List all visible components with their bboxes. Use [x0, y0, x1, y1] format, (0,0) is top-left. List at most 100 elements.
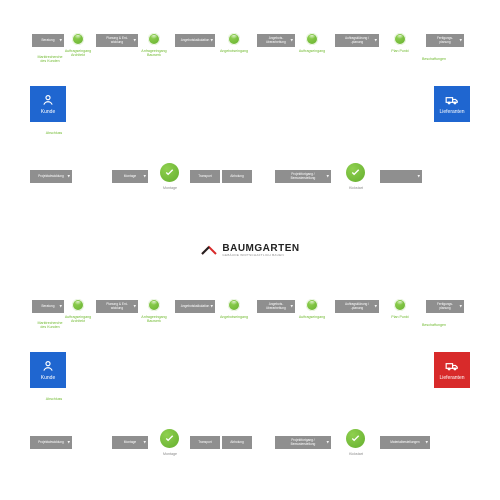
step-label: Projektabwicklung	[38, 441, 64, 444]
milestone-label: Auftragseingang	[292, 316, 332, 320]
milestone-label: Plan Punkt	[380, 316, 420, 320]
check-icon	[346, 163, 365, 182]
step-label: Montage	[124, 441, 136, 444]
step-label: Angebots-überarbeitung	[266, 303, 286, 310]
step-label: Abholung	[230, 175, 243, 178]
chevron-down-icon: ▾	[59, 304, 62, 309]
process-step[interactable]: Projektabwicklung▾	[30, 170, 72, 183]
chevron-down-icon: ▾	[459, 304, 462, 309]
chevron-down-icon: ▾	[67, 174, 70, 179]
check-label: Kickstart	[338, 452, 374, 456]
milestone-label: Angebotseingang	[214, 316, 254, 320]
milestone-dot	[228, 33, 240, 45]
chevron-down-icon: ▾	[290, 38, 293, 43]
step-label: Transport	[198, 175, 212, 178]
step-label: Angebots-überarbeitung	[266, 37, 286, 44]
check-label: Kickstart	[338, 186, 374, 190]
note-label: Abschluss	[34, 398, 74, 402]
chevron-down-icon: ▾	[459, 38, 462, 43]
step-label: Fertigungs-planung	[437, 303, 453, 310]
step-label: Projektfortgang /Bemusterstellung	[291, 173, 316, 180]
process-step[interactable]: Angebotskalkulation▾	[175, 300, 215, 313]
milestone-label: AnfrageeingangBauwerk	[134, 50, 174, 58]
process-step[interactable]: Projektfortgang /Bemusterstellung ▾	[275, 436, 331, 449]
process-step[interactable]: Auftragsklärung /-planung ▾	[335, 34, 379, 47]
process-step[interactable]: Abholung	[222, 436, 252, 449]
milestone-label: Auftragseingang	[292, 50, 332, 54]
lieferanten-box[interactable]: Lieferanten	[434, 352, 470, 388]
step-label: Angebotskalkulation	[181, 305, 210, 308]
step-label: Projektfortgang /Bemusterstellung	[291, 439, 316, 446]
step-label: Abholung	[230, 441, 243, 444]
process-step[interactable]: Planung & Ent-wicklung ▾	[96, 300, 138, 313]
process-step[interactable]: Beratung ▾	[32, 34, 64, 47]
process-step[interactable]: Projektfortgang /Bemusterstellung ▾	[275, 170, 331, 183]
milestone-dot	[306, 299, 318, 311]
chevron-down-icon: ▾	[59, 38, 62, 43]
process-step[interactable]: Materialbestellungen▾	[380, 436, 430, 449]
process-step[interactable]: Montage ▾	[112, 436, 148, 449]
process-step[interactable]: Montage ▾	[112, 170, 148, 183]
step-label: Transport	[198, 441, 212, 444]
note-label: Marktrecherchedes Kunden	[30, 322, 70, 330]
milestone-dot	[72, 299, 84, 311]
process-step[interactable]: Fertigungs-planung ▾	[426, 34, 464, 47]
milestone-dot	[394, 299, 406, 311]
milestone-label: Plan Punkt	[380, 50, 420, 54]
process-step[interactable]: Angebotskalkulation▾	[175, 34, 215, 47]
chevron-down-icon: ▾	[290, 304, 293, 309]
milestone-dot	[72, 33, 84, 45]
process-step[interactable]: Fertigungs-planung ▾	[426, 300, 464, 313]
milestone-label: Angebotseingang	[214, 50, 254, 54]
milestone-dot	[394, 33, 406, 45]
step-label: Montage	[124, 175, 136, 178]
step-label: Angebotskalkulation	[181, 39, 210, 42]
kunde-box[interactable]: Kunde	[30, 86, 66, 122]
chevron-down-icon: ▾	[374, 304, 377, 309]
chevron-down-icon: ▾	[143, 174, 146, 179]
step-label: Auftragsklärung /-planung	[345, 303, 369, 310]
process-step[interactable]: Transport	[190, 170, 220, 183]
process-step[interactable]: Planung & Ent-wicklung ▾	[96, 34, 138, 47]
step-label: Auftragsklärung /-planung	[345, 37, 369, 44]
brand-logo: BAUMGARTENGEBÄUDE WIRTSCHAFTLICH BAUEN	[200, 243, 299, 257]
process-step[interactable]: Auftragsklärung /-planung ▾	[335, 300, 379, 313]
milestone-dot	[306, 33, 318, 45]
process-step[interactable]: Abholung	[222, 170, 252, 183]
process-step[interactable]: Beratung ▾	[32, 300, 64, 313]
chevron-down-icon: ▾	[326, 174, 329, 179]
step-label: Planung & Ent-wicklung	[106, 37, 127, 44]
process-step[interactable]: Projektabwicklung▾	[30, 436, 72, 449]
check-icon	[160, 163, 179, 182]
check-icon	[346, 429, 365, 448]
chevron-down-icon: ▾	[143, 440, 146, 445]
process-step[interactable]: ▾	[380, 170, 422, 183]
kunde-box[interactable]: Kunde	[30, 352, 66, 388]
milestone-label: AnfrageeingangBauwerk	[134, 316, 174, 324]
chevron-down-icon: ▾	[133, 304, 136, 309]
process-step[interactable]: Angebots-überarbeitung ▾	[257, 300, 295, 313]
chevron-down-icon: ▾	[417, 174, 420, 179]
check-icon	[160, 429, 179, 448]
step-label: Fertigungs-planung	[437, 37, 453, 44]
note-label: Beschaffungen	[414, 58, 454, 62]
lieferanten-box[interactable]: Lieferanten	[434, 86, 470, 122]
process-step[interactable]: Angebots-überarbeitung ▾	[257, 34, 295, 47]
chevron-down-icon: ▾	[326, 440, 329, 445]
step-label: Planung & Ent-wicklung	[106, 303, 127, 310]
chevron-down-icon: ▾	[210, 304, 213, 309]
note-label: Marktrecherchedes Kunden	[30, 56, 70, 64]
note-label: Beschaffungen	[414, 324, 454, 328]
chevron-down-icon: ▾	[374, 38, 377, 43]
check-label: Montage	[152, 186, 188, 190]
chevron-down-icon: ▾	[425, 440, 428, 445]
process-step[interactable]: Transport	[190, 436, 220, 449]
milestone-dot	[228, 299, 240, 311]
roof-icon	[200, 245, 218, 255]
check-label: Montage	[152, 452, 188, 456]
chevron-down-icon: ▾	[67, 440, 70, 445]
note-label: Abschluss	[34, 132, 74, 136]
step-label: Beratung	[42, 39, 55, 42]
step-label: Beratung	[42, 305, 55, 308]
chevron-down-icon: ▾	[133, 38, 136, 43]
